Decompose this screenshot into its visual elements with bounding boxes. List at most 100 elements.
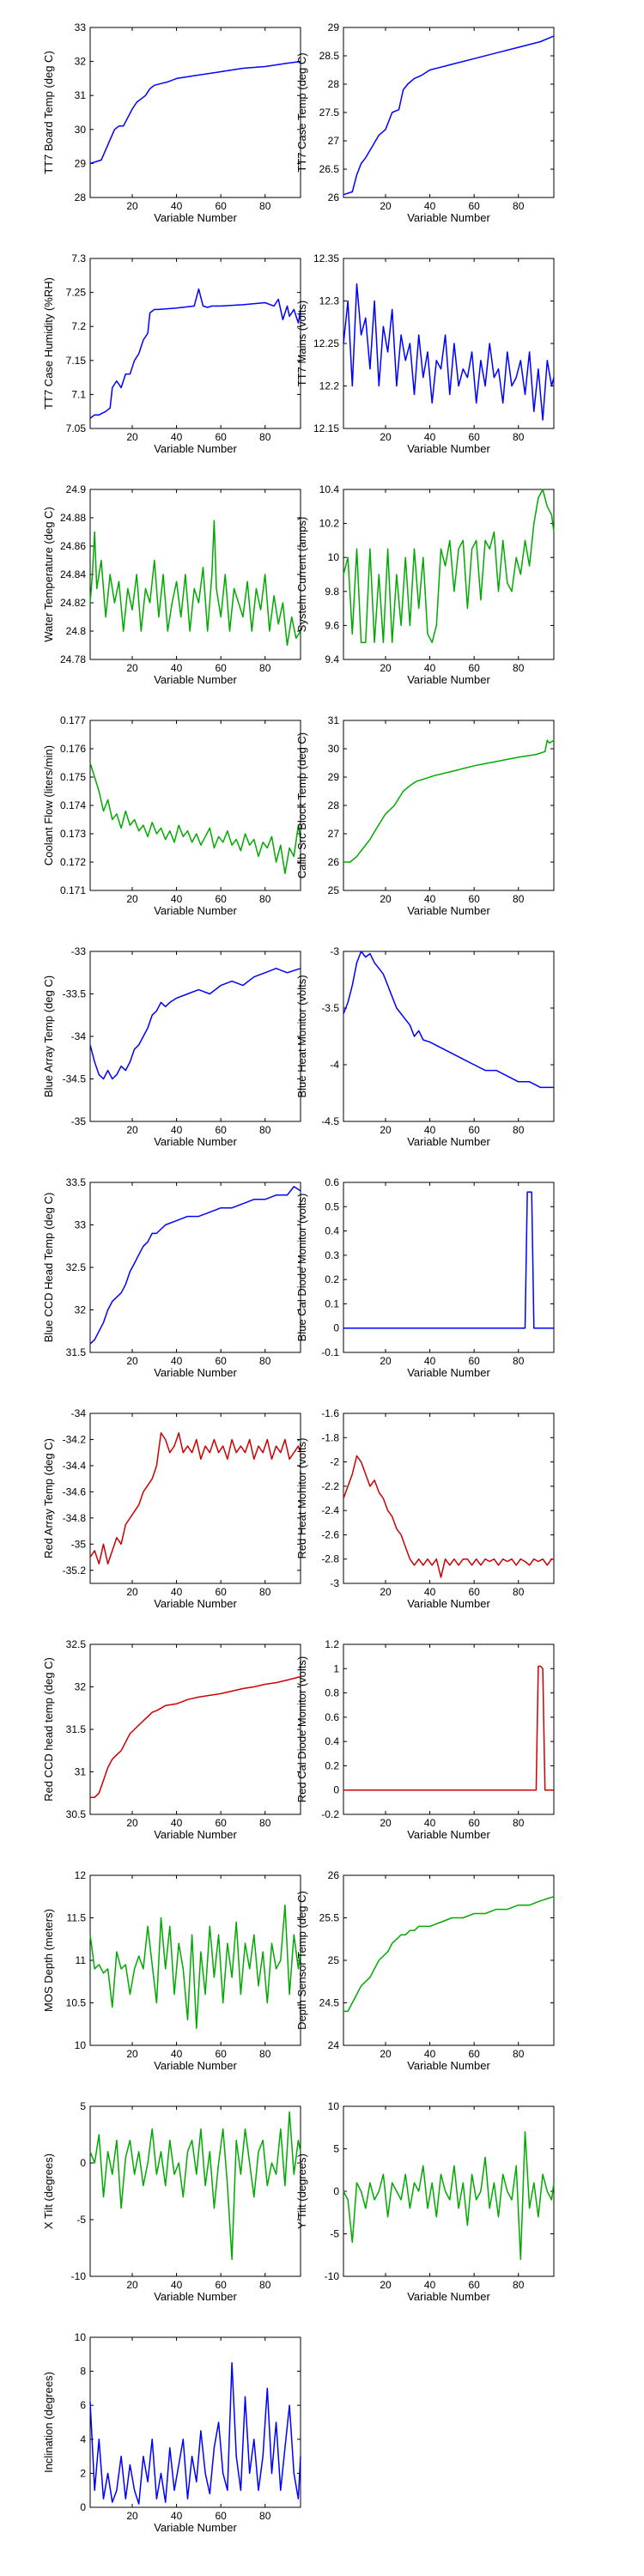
x-tick-label: 80 bbox=[513, 431, 525, 443]
y-tick-label: 12.2 bbox=[319, 380, 340, 392]
plot-frame bbox=[343, 1182, 555, 1353]
y-tick-label: 9.6 bbox=[325, 619, 339, 631]
y-tick-label: -0.1 bbox=[321, 1346, 339, 1358]
y-tick-label: 0.3 bbox=[325, 1249, 339, 1261]
y-axis-label: X Tilt (degrees) bbox=[42, 2154, 55, 2229]
y-tick-label: -2.4 bbox=[321, 1504, 339, 1516]
y-tick-label: -34.4 bbox=[63, 1460, 87, 1472]
x-tick-label: 80 bbox=[259, 431, 271, 443]
x-tick-label: 20 bbox=[126, 2279, 138, 2291]
y-tick-label: 0.175 bbox=[60, 771, 86, 783]
x-tick-label: 40 bbox=[424, 200, 436, 212]
series-line bbox=[343, 35, 555, 196]
x-tick-label: 80 bbox=[259, 662, 271, 674]
series-line bbox=[89, 762, 301, 874]
x-tick-label: 60 bbox=[215, 431, 227, 443]
x-tick-label: 60 bbox=[468, 200, 480, 212]
y-axis-label: System Current (amps) bbox=[295, 517, 308, 632]
y-tick-label: 9.4 bbox=[325, 653, 339, 665]
x-tick-label: 20 bbox=[380, 893, 392, 905]
x-tick-label: 40 bbox=[171, 431, 183, 443]
chart-panel: 20 40 60 80 -0.1 0 0.1 0.2 0.3 0.4 0.5 0.6 Variable … bbox=[295, 1176, 555, 1379]
x-tick-label: 40 bbox=[171, 1817, 183, 1829]
x-tick-label: 20 bbox=[126, 662, 138, 674]
y-tick-label: 0 bbox=[333, 2185, 339, 2197]
x-tick-label: 60 bbox=[468, 662, 480, 674]
x-axis-label: Variable Number bbox=[407, 1135, 490, 1148]
y-tick-label: 24.8 bbox=[66, 625, 87, 637]
y-tick-label: 0.173 bbox=[60, 828, 86, 840]
y-tick-label: 25.5 bbox=[319, 1912, 340, 1924]
x-axis-label: Variable Number bbox=[407, 1597, 490, 1610]
x-tick-label: 80 bbox=[259, 2510, 271, 2522]
x-tick-label: 80 bbox=[513, 662, 525, 674]
x-tick-label: 80 bbox=[259, 2048, 271, 2060]
y-tick-label: -34.5 bbox=[63, 1073, 87, 1085]
chart-panel: 20 40 60 80 30.5 31 31.5 32 32.5 Variable Number R… bbox=[42, 1638, 301, 1841]
y-axis-label: Calib Src Block Temp (deg C) bbox=[295, 732, 308, 878]
x-tick-label: 40 bbox=[424, 1817, 436, 1829]
y-tick-label: -2.6 bbox=[321, 1528, 339, 1540]
x-tick-label: 80 bbox=[259, 1586, 271, 1598]
x-tick-label: 60 bbox=[215, 893, 227, 905]
y-axis-label: Blue CCD Head Temp (deg C) bbox=[42, 1193, 55, 1343]
plot-frame bbox=[343, 1413, 555, 1584]
x-axis-label: Variable Number bbox=[154, 1597, 237, 1610]
x-tick-label: 60 bbox=[215, 2510, 227, 2522]
y-tick-label: -4.5 bbox=[321, 1115, 339, 1127]
y-tick-label: 2 bbox=[80, 2467, 86, 2479]
x-tick-label: 40 bbox=[171, 2048, 183, 2060]
chart-panel: 20 40 60 80 -10 -5 0 5 Variable Number X Tilt (de… bbox=[42, 2100, 301, 2303]
chart-panel: 20 40 60 80 -4.5 -4 -3.5 -3 Variable Number Blue … bbox=[295, 945, 555, 1148]
x-tick-label: 60 bbox=[468, 1586, 480, 1598]
chart-panel: 20 40 60 80 31.5 32 32.5 33 33.5 Variable Number B… bbox=[42, 1176, 301, 1379]
y-axis-label: Depth Sensor Temp (deg C) bbox=[295, 1891, 308, 2030]
y-tick-label: 10 bbox=[328, 551, 340, 563]
chart-panel: 20 40 60 80 -10 -5 0 5 10 Variable Number Y Tilt (… bbox=[295, 2100, 555, 2303]
y-tick-label: 33 bbox=[75, 21, 87, 33]
y-tick-label: 4 bbox=[80, 2433, 86, 2445]
x-tick-label: 80 bbox=[513, 2048, 525, 2060]
plot-frame bbox=[343, 27, 555, 198]
y-axis-label: Blue Cal Diode Monitor (volts) bbox=[295, 1194, 308, 1342]
y-tick-label: -35 bbox=[71, 1115, 87, 1127]
plot-frame bbox=[89, 489, 301, 660]
x-tick-label: 80 bbox=[259, 200, 271, 212]
y-axis-label: TT7 Case Humidity (%RH) bbox=[42, 277, 55, 410]
x-tick-label: 60 bbox=[468, 2279, 480, 2291]
x-axis-label: Variable Number bbox=[154, 2521, 237, 2534]
x-tick-label: 60 bbox=[215, 662, 227, 674]
x-axis-label: Variable Number bbox=[154, 904, 237, 917]
x-tick-label: 20 bbox=[380, 431, 392, 443]
y-tick-label: -34 bbox=[71, 1030, 87, 1042]
series-line bbox=[343, 1191, 554, 1329]
y-tick-label: 27 bbox=[328, 135, 340, 147]
x-tick-label: 60 bbox=[215, 1124, 227, 1136]
y-axis-label: TT7 Board Temp (deg C) bbox=[42, 51, 55, 174]
y-axis-label: Red Array Temp (deg C) bbox=[42, 1438, 55, 1558]
x-tick-label: 40 bbox=[171, 2510, 183, 2522]
y-tick-label: -3 bbox=[330, 1577, 339, 1589]
x-tick-label: 20 bbox=[126, 2048, 138, 2060]
y-tick-label: -2.8 bbox=[321, 1553, 339, 1565]
y-tick-label: 24.88 bbox=[60, 512, 86, 524]
y-tick-label: 0.171 bbox=[60, 884, 86, 896]
plot-frame bbox=[89, 1182, 301, 1353]
x-tick-label: 20 bbox=[126, 893, 138, 905]
x-axis-label: Variable Number bbox=[154, 1828, 237, 1841]
x-tick-label: 20 bbox=[380, 1817, 392, 1829]
y-tick-label: -2.2 bbox=[321, 1480, 339, 1492]
series-line bbox=[90, 1675, 301, 1798]
y-tick-label: 33.5 bbox=[66, 1176, 87, 1188]
plot-frame bbox=[343, 951, 555, 1122]
y-tick-label: 32 bbox=[75, 56, 87, 68]
y-tick-label: 25 bbox=[328, 1954, 340, 1966]
series-line bbox=[343, 1665, 554, 1791]
x-tick-label: 60 bbox=[468, 2048, 480, 2060]
series-line bbox=[343, 739, 555, 863]
y-tick-label: 0.2 bbox=[325, 1273, 339, 1285]
x-tick-label: 60 bbox=[215, 1355, 227, 1367]
series-line bbox=[89, 60, 301, 165]
x-tick-label: 60 bbox=[468, 431, 480, 443]
y-tick-label: 31 bbox=[75, 1766, 87, 1778]
